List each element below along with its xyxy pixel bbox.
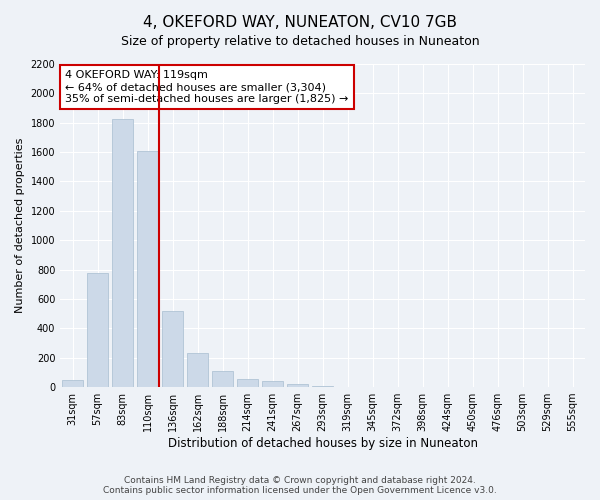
Bar <box>237 379 258 387</box>
Bar <box>62 380 83 387</box>
Bar <box>312 386 333 387</box>
Text: 4, OKEFORD WAY, NUNEATON, CV10 7GB: 4, OKEFORD WAY, NUNEATON, CV10 7GB <box>143 15 457 30</box>
Text: 4 OKEFORD WAY: 119sqm
← 64% of detached houses are smaller (3,304)
35% of semi-d: 4 OKEFORD WAY: 119sqm ← 64% of detached … <box>65 70 349 104</box>
Bar <box>262 381 283 387</box>
Bar <box>287 384 308 387</box>
Text: Contains HM Land Registry data © Crown copyright and database right 2024.
Contai: Contains HM Land Registry data © Crown c… <box>103 476 497 495</box>
Bar <box>112 119 133 387</box>
Bar <box>187 354 208 387</box>
Text: Size of property relative to detached houses in Nuneaton: Size of property relative to detached ho… <box>121 35 479 48</box>
X-axis label: Distribution of detached houses by size in Nuneaton: Distribution of detached houses by size … <box>167 437 478 450</box>
Bar <box>137 150 158 387</box>
Bar <box>162 310 183 387</box>
Y-axis label: Number of detached properties: Number of detached properties <box>15 138 25 313</box>
Bar <box>212 371 233 387</box>
Bar <box>87 272 108 387</box>
